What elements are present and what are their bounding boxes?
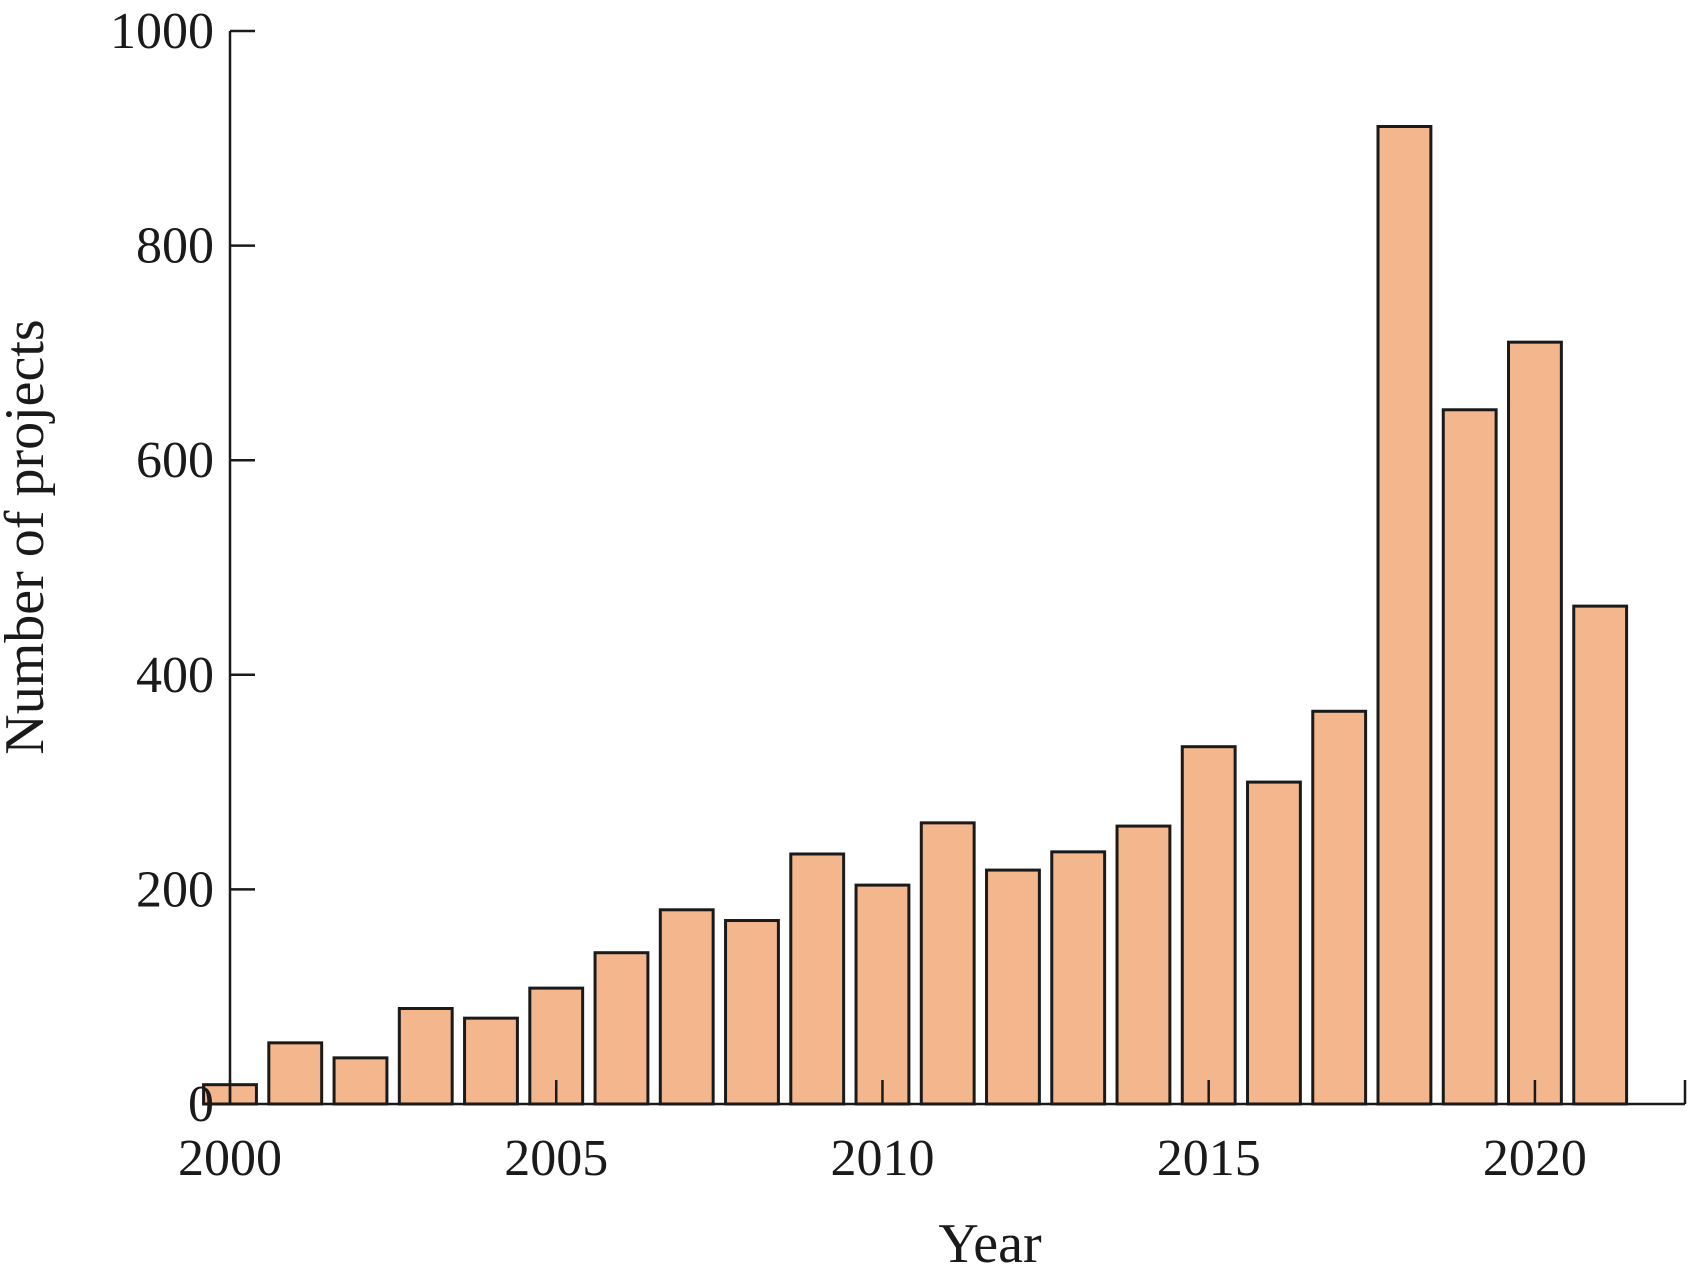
bar-2007 xyxy=(658,908,715,1106)
y-axis-title: Number of projects xyxy=(0,319,56,754)
y-tick-label-200: 200 xyxy=(136,861,214,918)
bar-2021 xyxy=(1572,604,1629,1106)
x-tick-label-2015: 2015 xyxy=(1157,1130,1261,1187)
bar-2013 xyxy=(1050,850,1107,1106)
bar-2009 xyxy=(789,852,846,1106)
bar-2017 xyxy=(1311,709,1368,1106)
y-tick-label-0: 0 xyxy=(188,1076,214,1133)
bar-2006 xyxy=(593,951,650,1106)
bar-2004 xyxy=(463,1016,519,1106)
bar-2002 xyxy=(332,1056,389,1106)
bar-2011 xyxy=(919,821,976,1106)
y-tick-label-400: 400 xyxy=(136,647,214,704)
ticks-group: 0 200 400 600 800 1000 2000 2005 2010 2015 2020 xyxy=(110,3,1687,1187)
bar-2010 xyxy=(854,883,911,1106)
bar-2014 xyxy=(1115,824,1172,1106)
bar-2008 xyxy=(724,919,780,1106)
bar-2012 xyxy=(985,868,1041,1106)
y-tick-label-600: 600 xyxy=(136,432,214,489)
bar-2003 xyxy=(397,1007,454,1106)
y-tick-label-800: 800 xyxy=(136,218,214,275)
bar-2020 xyxy=(1507,340,1563,1106)
x-tick-label-2000: 2000 xyxy=(178,1130,282,1187)
bar-2016 xyxy=(1246,780,1302,1106)
x-tick-label-2020: 2020 xyxy=(1483,1130,1587,1187)
bars-group xyxy=(202,125,1629,1106)
x-tick-label-2005: 2005 xyxy=(504,1130,608,1187)
bar-2015 xyxy=(1180,745,1237,1106)
x-axis-title: Year xyxy=(938,1213,1042,1265)
bar-2001 xyxy=(267,1041,324,1106)
bar-2018 xyxy=(1376,125,1433,1106)
y-tick-label-1000: 1000 xyxy=(110,3,214,60)
bar-2019 xyxy=(1441,408,1498,1106)
x-tick-label-2010: 2010 xyxy=(830,1130,934,1187)
axes-group xyxy=(228,31,1685,1106)
